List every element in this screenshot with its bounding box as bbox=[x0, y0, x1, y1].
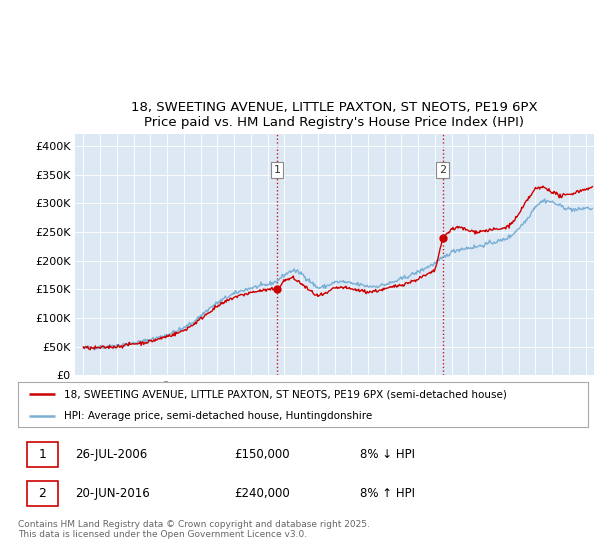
Text: £240,000: £240,000 bbox=[235, 487, 290, 500]
Text: Contains HM Land Registry data © Crown copyright and database right 2025.
This d: Contains HM Land Registry data © Crown c… bbox=[18, 520, 370, 539]
Text: 2: 2 bbox=[38, 487, 46, 500]
Text: 18, SWEETING AVENUE, LITTLE PAXTON, ST NEOTS, PE19 6PX (semi-detached house): 18, SWEETING AVENUE, LITTLE PAXTON, ST N… bbox=[64, 389, 506, 399]
Text: 8% ↑ HPI: 8% ↑ HPI bbox=[360, 487, 415, 500]
Text: £150,000: £150,000 bbox=[235, 448, 290, 461]
FancyBboxPatch shape bbox=[26, 442, 58, 466]
Text: 1: 1 bbox=[274, 165, 281, 175]
Text: 1: 1 bbox=[38, 448, 46, 461]
Text: 26-JUL-2006: 26-JUL-2006 bbox=[75, 448, 147, 461]
Text: 8% ↓ HPI: 8% ↓ HPI bbox=[360, 448, 415, 461]
Text: 2: 2 bbox=[439, 165, 446, 175]
FancyBboxPatch shape bbox=[26, 482, 58, 506]
Title: 18, SWEETING AVENUE, LITTLE PAXTON, ST NEOTS, PE19 6PX
Price paid vs. HM Land Re: 18, SWEETING AVENUE, LITTLE PAXTON, ST N… bbox=[131, 101, 538, 129]
Text: HPI: Average price, semi-detached house, Huntingdonshire: HPI: Average price, semi-detached house,… bbox=[64, 410, 372, 421]
Text: 20-JUN-2016: 20-JUN-2016 bbox=[75, 487, 150, 500]
